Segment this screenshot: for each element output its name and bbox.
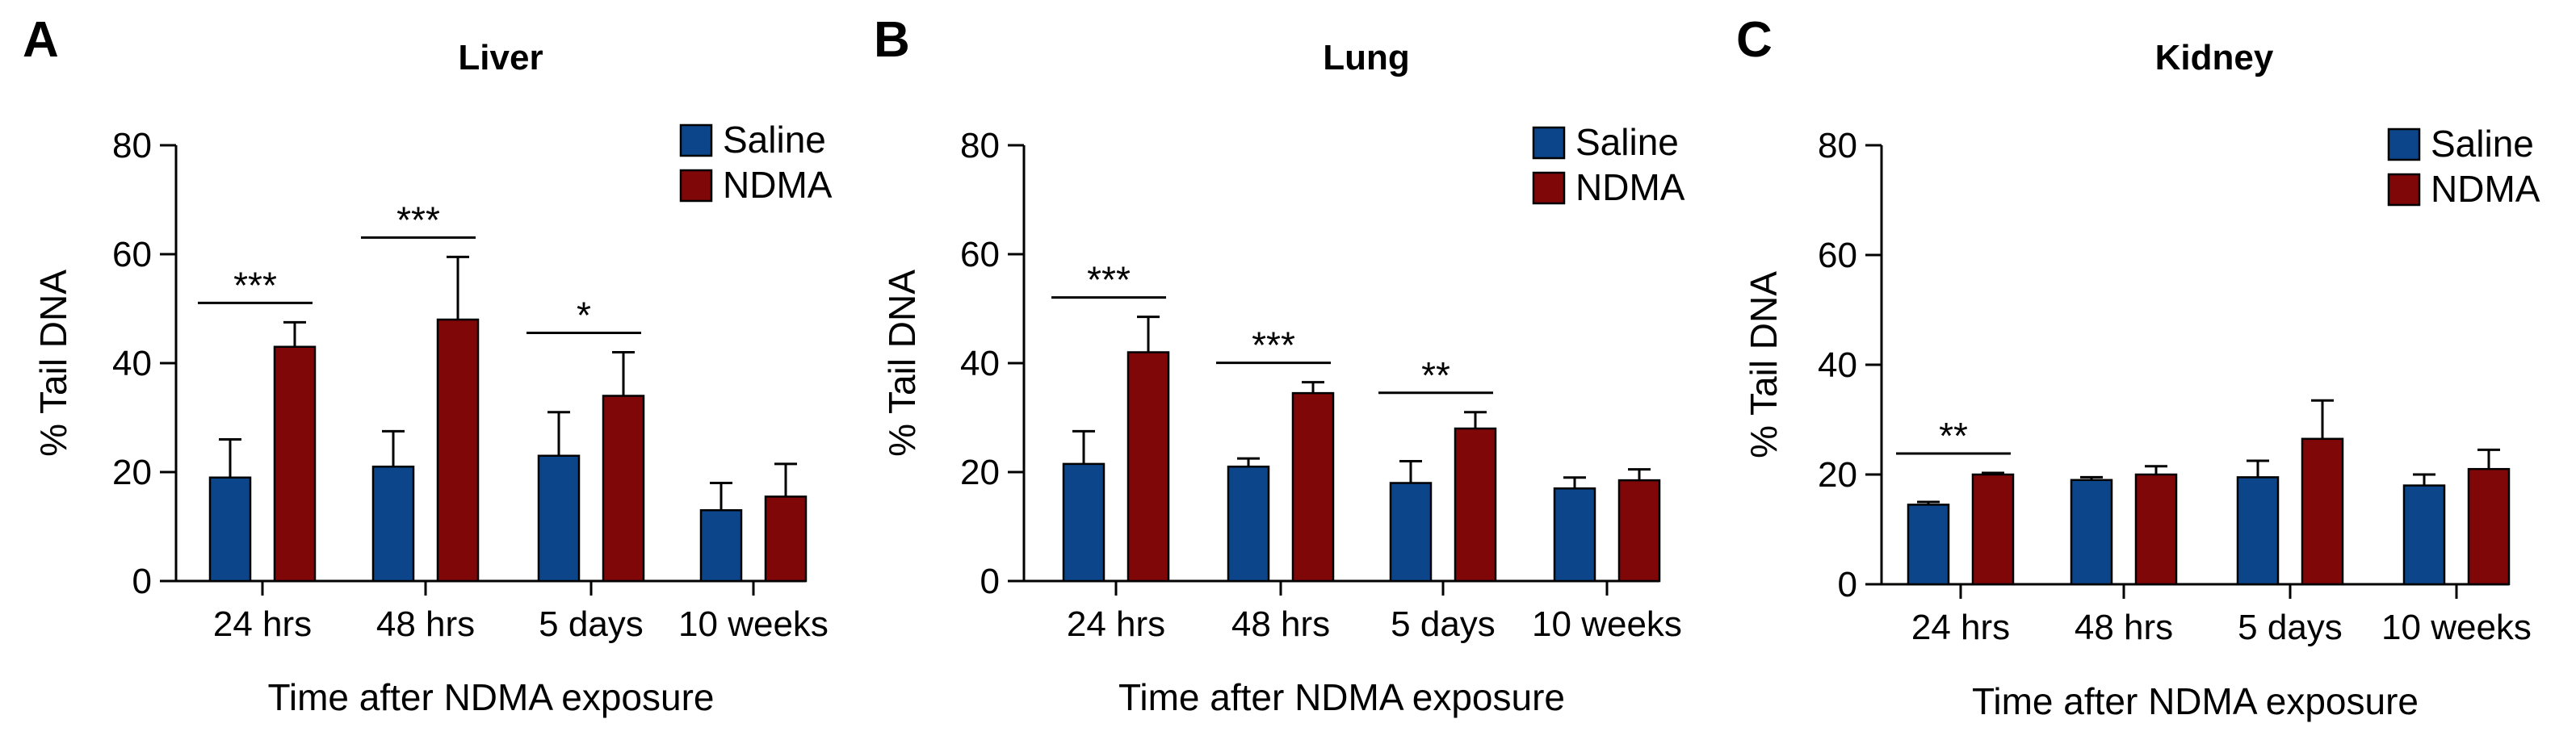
x-tick-label: 10 weeks — [678, 604, 829, 644]
y-tick-label: 0 — [132, 562, 152, 601]
x-tick-label: 48 hrs — [376, 604, 475, 644]
y-axis-label: % Tail DNA — [1743, 271, 1785, 458]
legend-swatch-saline — [2387, 128, 2421, 161]
panel-letter: A — [23, 12, 59, 68]
bar-saline — [2402, 484, 2446, 586]
legend-swatch-ndma — [2387, 173, 2421, 207]
x-axis-label: Time after NDMA exposure — [1118, 676, 1565, 718]
bar-saline — [537, 454, 581, 583]
y-tick-label: 0 — [1838, 565, 1857, 604]
significance-label: ** — [1421, 354, 1450, 396]
y-tick-label: 60 — [960, 235, 1000, 274]
significance-label: *** — [233, 264, 277, 306]
bar-saline — [2070, 479, 2113, 586]
bar-saline — [699, 509, 743, 583]
bar-saline — [208, 476, 252, 583]
legend-label: NDMA — [1575, 166, 1685, 208]
significance-label: *** — [1087, 259, 1131, 301]
y-tick-label: 80 — [112, 126, 152, 165]
significance-label: * — [577, 295, 591, 337]
bar-saline — [1227, 466, 1270, 583]
legend-swatch-ndma — [1532, 171, 1566, 205]
x-tick-label: 48 hrs — [1231, 604, 1330, 644]
y-axis-label: % Tail DNA — [881, 270, 923, 457]
legend-swatch-saline — [679, 123, 713, 157]
bar-saline — [1062, 462, 1105, 583]
bar-ndma — [1126, 351, 1170, 583]
bar-ndma — [2301, 437, 2344, 586]
bar-ndma — [2134, 473, 2178, 586]
chart-panel-c: C Kidney 0 20 40 60 80 % Tail DNA Time after NDM… — [1736, 12, 2540, 722]
bar-ndma — [602, 395, 645, 583]
x-tick-label: 24 hrs — [213, 604, 312, 644]
bar-ndma — [273, 345, 317, 583]
x-tick-label: 24 hrs — [1067, 604, 1165, 644]
x-axis-label: Time after NDMA exposure — [267, 676, 714, 718]
x-tick-label: 10 weeks — [2381, 608, 2532, 647]
panel-title: Lung — [1323, 38, 1410, 77]
x-tick-label: 24 hrs — [1911, 608, 2010, 647]
x-tick-label: 5 days — [539, 604, 644, 644]
bar-ndma — [1971, 473, 2015, 586]
x-axis-label: Time after NDMA exposure — [1972, 680, 2419, 722]
legend-swatch-saline — [1532, 126, 1566, 160]
y-tick-label: 0 — [980, 562, 1000, 601]
bar-ndma — [1617, 479, 1661, 583]
panel-title: Liver — [458, 38, 543, 77]
y-tick-label: 80 — [960, 126, 1000, 165]
y-tick-label: 20 — [1818, 455, 1857, 495]
significance-label: ** — [1939, 415, 1968, 457]
chart-panel-b: B Lung 0 20 40 60 80 % Tail DNA Time after NDMA … — [874, 12, 1685, 718]
panel-title: Kidney — [2155, 38, 2274, 77]
y-tick-label: 60 — [112, 235, 152, 274]
significance-label: *** — [396, 199, 440, 240]
legend-label: NDMA — [723, 164, 833, 206]
y-tick-label: 80 — [1818, 126, 1857, 165]
y-tick-label: 40 — [1818, 345, 1857, 385]
panel-letter: B — [874, 12, 910, 68]
y-axis-label: % Tail DNA — [32, 270, 74, 457]
chart-panel-a: A Liver 0 20 40 60 80 % Tail DNA Time after NDMA… — [23, 12, 833, 718]
bar-saline — [2236, 476, 2280, 586]
x-tick-label: 5 days — [1391, 604, 1496, 644]
bar-ndma — [436, 318, 480, 583]
x-tick-label: 48 hrs — [2075, 608, 2173, 647]
bar-ndma — [1454, 427, 1497, 583]
panel-letter: C — [1736, 12, 1773, 68]
bar-saline — [1907, 504, 1950, 586]
bar-saline — [1389, 482, 1433, 583]
bar-saline — [1553, 487, 1596, 583]
legend-swatch-ndma — [679, 169, 713, 203]
legend-label: NDMA — [2431, 168, 2540, 210]
bar-ndma — [1291, 391, 1335, 583]
bar-ndma — [2467, 467, 2511, 586]
y-tick-label: 40 — [960, 344, 1000, 383]
legend-label: Saline — [2431, 123, 2534, 165]
x-tick-label: 10 weeks — [1532, 604, 1682, 644]
y-tick-label: 60 — [1818, 236, 1857, 275]
y-tick-label: 20 — [960, 453, 1000, 492]
legend-label: Saline — [1575, 121, 1679, 163]
y-tick-label: 20 — [112, 453, 152, 492]
legend-label: Saline — [723, 119, 826, 161]
y-tick-label: 40 — [112, 344, 152, 383]
x-tick-label: 5 days — [2238, 608, 2343, 647]
significance-label: *** — [1252, 324, 1295, 366]
bar-ndma — [764, 495, 808, 583]
bar-saline — [371, 466, 415, 583]
